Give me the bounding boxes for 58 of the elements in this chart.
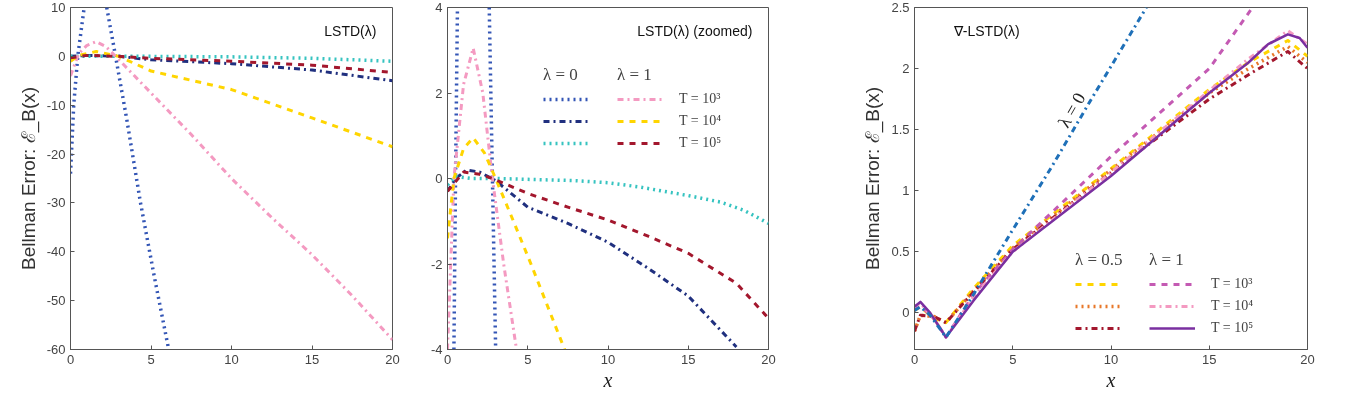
y-tick-label: -60	[46, 342, 66, 357]
x-tick-label: 15	[1202, 351, 1217, 367]
annotation: λ = 0	[1053, 89, 1090, 132]
x-tick-label: 5	[1009, 351, 1017, 367]
y-tick-label: 2.5	[891, 0, 910, 15]
line-series	[70, 49, 393, 149]
line-series	[70, 53, 393, 83]
annotation: λ = 0.5	[1075, 250, 1123, 269]
y-tick-label: 2	[902, 61, 910, 77]
x-tick-label: 5	[524, 351, 532, 367]
legend-label: T = 10³	[679, 90, 721, 108]
x-tick-label: 15	[304, 351, 320, 367]
legend-label: T = 10⁴	[679, 112, 722, 130]
y-axis-title: Bellman Error: ℰ_B(x)	[862, 86, 885, 271]
y-tick-label: -2	[430, 256, 443, 272]
x-tick-label: 20	[1300, 351, 1315, 367]
annotation: λ = 1	[1149, 250, 1185, 270]
x-tick-label: 10	[600, 351, 616, 367]
y-tick-label: 1.5	[891, 122, 910, 138]
legend-label: T = 10⁵	[679, 134, 722, 152]
y-tick-label: 1	[902, 183, 910, 199]
y-tick-label: -4	[430, 342, 443, 357]
y-tick-label: -30	[46, 195, 66, 211]
legend-label: T = 10⁴	[1211, 297, 1254, 315]
y-axis-title: Bellman Error: ℰ_B(x)	[17, 86, 40, 271]
line-series	[447, 46, 519, 350]
y-tick-label: 0.5	[891, 244, 910, 260]
y-tick-label: 0	[435, 171, 443, 186]
y-tick-label: -10	[46, 97, 66, 113]
x-tick-label: 15	[681, 351, 696, 367]
y-tick-label: 2	[435, 85, 443, 101]
y-tick-label: 0	[58, 48, 66, 64]
x-tick-label: 10	[1103, 351, 1119, 367]
y-tick-label: -40	[46, 244, 66, 260]
text: ∇-LSTD(λ)	[952, 23, 1020, 40]
x-tick-label: 5	[147, 351, 155, 367]
y-tick-label: -50	[46, 293, 66, 309]
line-series	[70, 40, 393, 342]
x-axis-title: x	[1105, 368, 1116, 391]
line-series	[447, 136, 567, 350]
x-axis-title: x	[602, 368, 613, 391]
line-series	[447, 170, 769, 320]
line-series	[447, 174, 769, 226]
y-tick-label: 10	[51, 0, 66, 15]
annotation: λ = 0	[543, 65, 578, 84]
legend-label: T = 10⁵	[1211, 319, 1254, 337]
x-tick-label: 20	[761, 351, 776, 367]
text: LSTD(λ) (zoomed)	[637, 23, 753, 40]
legend-label: T = 10³	[1211, 275, 1253, 293]
y-tick-label: 0	[902, 305, 910, 321]
line-series	[914, 7, 1148, 339]
y-tick-label: 4	[435, 0, 443, 15]
annotation: λ = 1	[617, 65, 653, 85]
x-tick-label: 20	[385, 351, 400, 367]
line-series	[447, 168, 738, 349]
y-tick-label: -20	[46, 146, 66, 162]
x-tick-label: 10	[224, 351, 239, 367]
text: LSTD(λ)	[324, 23, 377, 40]
